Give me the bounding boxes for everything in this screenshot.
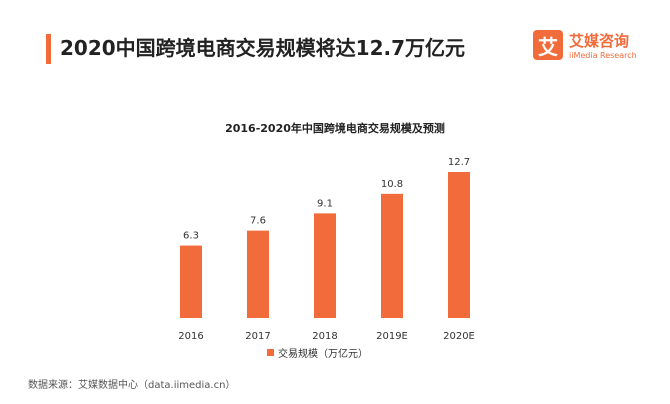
logo-name-cn: 艾媒咨询	[569, 32, 630, 50]
bar-2016	[180, 245, 202, 318]
x-tick-label-2016: 2016	[178, 331, 203, 342]
data-label-2020E: 12.7	[448, 157, 470, 168]
chart-title: 2016-2020年中国跨境电商交易规模及预测	[225, 122, 445, 135]
logo-name-en: iiMedia Research	[569, 51, 637, 60]
bar-2020E	[448, 172, 470, 318]
title-accent-bar	[46, 34, 51, 64]
bar-2017	[247, 230, 269, 318]
data-source-note: 数据来源：艾媒数据中心（data.iimedia.cn）	[28, 380, 236, 391]
data-label-2016: 6.3	[183, 231, 199, 242]
legend-swatch	[267, 349, 274, 356]
logo-icon: 艾	[533, 30, 563, 60]
x-tick-label-2020E: 2020E	[443, 331, 475, 342]
data-label-2019E: 10.8	[381, 179, 403, 190]
chart-legend: 交易规模（万亿元）	[267, 345, 368, 360]
bar-2018	[314, 213, 336, 318]
x-tick-label-2017: 2017	[245, 331, 270, 342]
x-tick-label-2019E: 2019E	[376, 331, 408, 342]
legend-label: 交易规模（万亿元）	[278, 349, 368, 360]
brand-logo: 艾 艾媒咨询 iiMedia Research	[533, 30, 645, 66]
bar-2019E	[381, 193, 403, 318]
page-title: 2020中国跨境电商交易规模将达12.7万亿元	[60, 36, 466, 60]
x-tick-label-2018: 2018	[312, 331, 337, 342]
data-label-2017: 7.6	[250, 216, 266, 227]
data-label-2018: 9.1	[317, 198, 333, 209]
